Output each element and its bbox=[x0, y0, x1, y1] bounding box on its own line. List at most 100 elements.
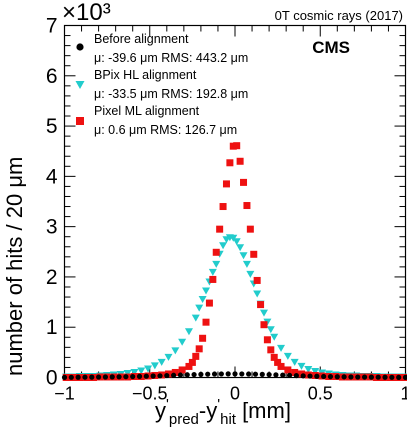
x-tick-label: 0.5 bbox=[308, 384, 333, 404]
x-tick-label: 1 bbox=[400, 384, 407, 404]
data-point bbox=[75, 374, 81, 380]
data-point bbox=[109, 374, 115, 380]
data-point bbox=[123, 369, 132, 377]
data-point bbox=[157, 358, 166, 366]
data-point bbox=[327, 373, 334, 380]
x-title-prime2: ' bbox=[217, 396, 220, 413]
data-point bbox=[375, 374, 381, 380]
data-point bbox=[212, 260, 221, 268]
legend-marker-bpix bbox=[75, 81, 85, 89]
data-point bbox=[188, 358, 196, 366]
data-point bbox=[89, 374, 95, 380]
data-point bbox=[266, 326, 275, 334]
data-point bbox=[157, 373, 163, 379]
data-point bbox=[222, 180, 230, 188]
data-point bbox=[68, 374, 74, 380]
data-point bbox=[144, 365, 153, 373]
data-point bbox=[205, 371, 211, 377]
data-point bbox=[334, 374, 340, 380]
data-point bbox=[304, 365, 313, 373]
data-point bbox=[236, 244, 245, 252]
y-tick-label: 5 bbox=[46, 115, 58, 138]
data-point bbox=[219, 203, 227, 211]
legend-marker-pixel bbox=[76, 117, 84, 125]
data-point bbox=[341, 374, 347, 380]
data-point bbox=[266, 371, 272, 378]
data-point bbox=[130, 373, 136, 380]
data-point bbox=[402, 374, 407, 380]
data-point bbox=[246, 371, 252, 377]
data-point bbox=[233, 142, 241, 150]
legend-label-bpix: BPix HL alignment bbox=[94, 68, 197, 82]
data-point bbox=[270, 333, 279, 341]
x-axis-title: y'pred-y'hit [mm] bbox=[155, 396, 291, 428]
data-point bbox=[226, 159, 234, 167]
data-point bbox=[239, 371, 245, 377]
data-point bbox=[382, 374, 388, 380]
data-point bbox=[300, 373, 306, 379]
legend-stats-bpix: μ: -33.5 μm RMS: 192.8 μm bbox=[94, 87, 248, 101]
y-axis-title: number of hits / 20 μm bbox=[2, 157, 27, 376]
x-tick-labels: −1 −0.5 0 0.5 1 bbox=[54, 384, 407, 404]
data-point bbox=[286, 372, 293, 378]
data-point bbox=[252, 371, 259, 377]
data-point bbox=[184, 328, 193, 336]
data-point bbox=[178, 338, 187, 346]
data-point bbox=[177, 372, 184, 378]
data-point bbox=[348, 374, 354, 380]
data-point bbox=[102, 374, 109, 380]
data-point bbox=[321, 373, 327, 380]
y-tick-label: 1 bbox=[46, 316, 58, 339]
data-point bbox=[171, 372, 177, 378]
y-exponent-label: ×10³ bbox=[62, 0, 111, 26]
data-point bbox=[184, 372, 190, 378]
data-point bbox=[150, 362, 159, 370]
data-point bbox=[253, 276, 261, 284]
data-point bbox=[368, 374, 374, 380]
series-1 bbox=[62, 234, 407, 381]
data-point bbox=[191, 371, 197, 378]
data-point bbox=[164, 353, 173, 361]
data-point bbox=[291, 368, 299, 376]
data-point bbox=[219, 242, 228, 250]
data-point bbox=[82, 374, 88, 380]
y-tick-label: 2 bbox=[46, 266, 58, 289]
header-right-label: 0T cosmic rays (2017) bbox=[275, 8, 403, 23]
data-point bbox=[273, 372, 279, 378]
data-point bbox=[259, 371, 265, 377]
data-point bbox=[192, 352, 200, 360]
legend-marker-before bbox=[76, 43, 84, 51]
y-tick-label: 3 bbox=[46, 216, 58, 239]
data-point bbox=[250, 250, 258, 258]
data-point bbox=[242, 260, 251, 268]
x-title-unit: [mm] bbox=[236, 398, 291, 423]
data-point bbox=[199, 334, 207, 342]
data-point bbox=[178, 366, 186, 374]
data-point bbox=[267, 346, 275, 354]
data-markers bbox=[61, 142, 407, 381]
series-2 bbox=[62, 142, 407, 381]
data-point bbox=[164, 372, 170, 379]
data-point bbox=[236, 157, 244, 165]
data-point bbox=[61, 374, 68, 380]
data-point bbox=[216, 225, 224, 233]
data-point bbox=[355, 374, 361, 380]
data-point bbox=[143, 373, 149, 379]
data-point bbox=[246, 270, 255, 278]
data-point bbox=[270, 353, 278, 361]
data-point bbox=[277, 344, 286, 352]
data-point bbox=[311, 367, 320, 375]
data-point bbox=[208, 268, 217, 276]
data-point bbox=[116, 374, 122, 380]
data-point bbox=[232, 238, 241, 246]
data-point bbox=[239, 252, 248, 260]
data-point bbox=[150, 373, 156, 379]
data-point bbox=[389, 374, 395, 380]
data-point bbox=[191, 314, 200, 322]
data-point bbox=[361, 374, 368, 380]
x-title-sub-pred: pred bbox=[169, 411, 199, 428]
legend-label-before: Before alignment bbox=[94, 32, 189, 46]
data-point bbox=[280, 372, 286, 378]
data-point bbox=[171, 368, 179, 376]
